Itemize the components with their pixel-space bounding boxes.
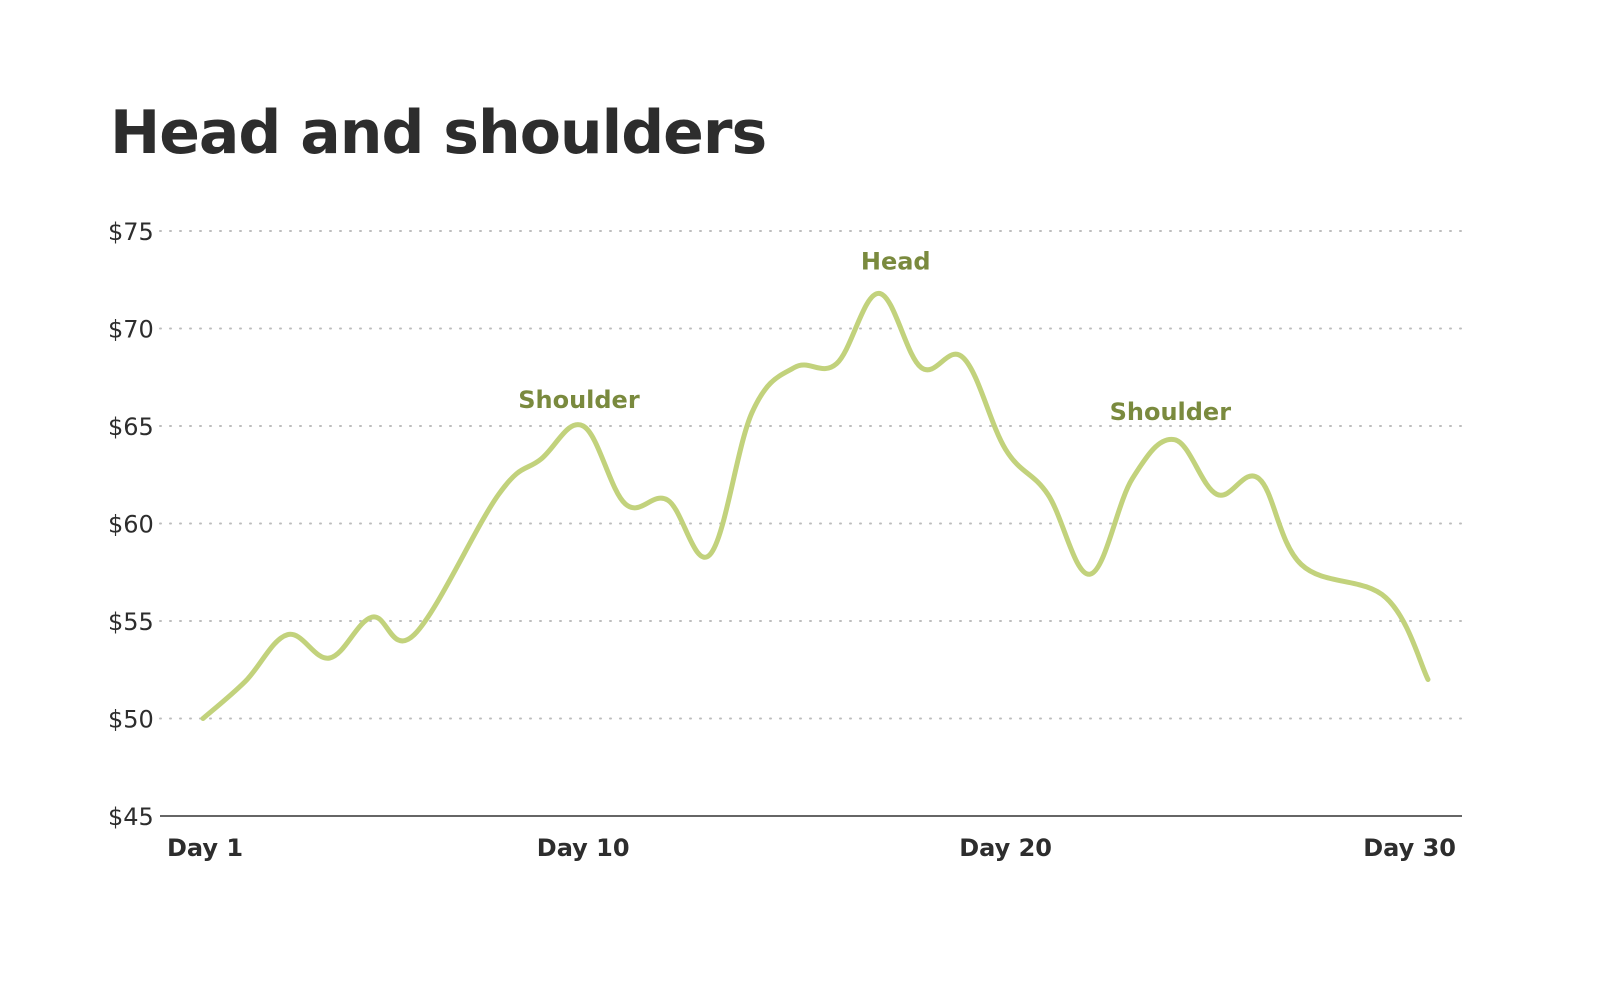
pattern-annotation: Head — [861, 248, 931, 276]
y-tick-label: $55 — [108, 608, 154, 636]
grid-lines — [159, 230, 1463, 720]
price-series-line — [200, 290, 1431, 721]
pattern-annotation: Shoulder — [518, 386, 640, 414]
y-tick-label: $45 — [108, 803, 154, 831]
y-tick-label: $60 — [108, 511, 154, 539]
x-tick-label: Day 1 — [167, 834, 243, 862]
x-tick-label: Day 20 — [959, 834, 1052, 862]
chart-title: Head and shoulders — [110, 98, 767, 168]
x-axis-ticks: Day 1 Day 10 Day 20 Day 30 — [167, 834, 1456, 862]
y-tick-label: $65 — [108, 413, 154, 441]
y-tick-label: $70 — [108, 316, 154, 344]
y-tick-label: $75 — [108, 218, 154, 246]
x-tick-label: Day 30 — [1363, 834, 1456, 862]
y-tick-label: $50 — [108, 706, 154, 734]
y-axis-ticks: $75 $70 $65 $60 $55 $50 $45 — [108, 218, 154, 831]
series-layer — [200, 290, 1431, 721]
pattern-annotation: Shoulder — [1110, 398, 1232, 426]
x-tick-label: Day 10 — [537, 834, 630, 862]
annotations: Shoulder Head Shoulder — [518, 248, 1231, 426]
